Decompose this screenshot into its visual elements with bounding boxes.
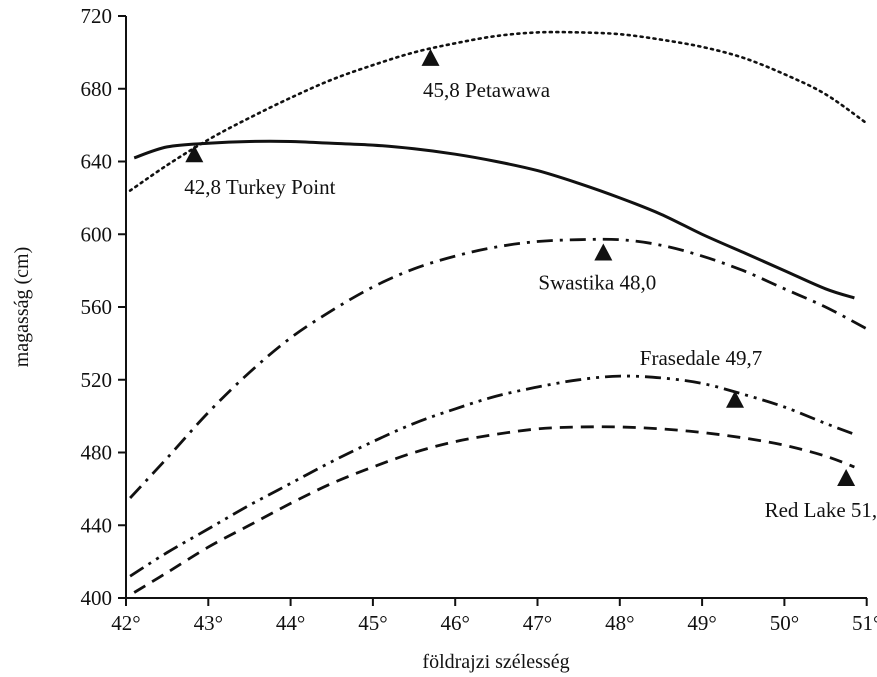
x-tick-label: 49°	[687, 611, 716, 635]
x-tick-label: 51°	[852, 611, 877, 635]
site-label: Swastika 48,0	[538, 270, 656, 294]
y-tick-label: 560	[81, 295, 113, 319]
y-tick-label: 520	[81, 368, 113, 392]
marker-layer	[185, 48, 856, 486]
series-line-dash-dot	[129, 237, 868, 499]
triangle-marker	[726, 390, 745, 408]
series-line-dashed	[133, 425, 855, 594]
x-tick-label: 44°	[276, 611, 305, 635]
site-label: 45,8 Petawawa	[423, 78, 551, 102]
x-tick-label: 46°	[440, 611, 469, 635]
site-label: Frasedale 49,7	[640, 346, 762, 370]
x-tick-label: 42°	[111, 611, 140, 635]
series-line-solid	[133, 139, 855, 300]
y-tick-label: 440	[81, 513, 113, 537]
triangle-marker	[185, 145, 204, 163]
series-line-dotted	[128, 30, 868, 192]
series-layer	[128, 30, 868, 594]
y-tick-label: 640	[81, 150, 113, 174]
triangle-marker	[594, 243, 613, 261]
y-tick-label: 400	[81, 586, 113, 610]
y-axis-title: magasság (cm)	[11, 247, 33, 368]
y-tick-label: 680	[81, 77, 113, 101]
x-tick-label: 48°	[605, 611, 634, 635]
x-ticks: 42° 43° 44° 45° 46° 47° 48° 49° 50° 51°	[111, 598, 877, 635]
triangle-marker	[421, 48, 440, 66]
site-label: 42,8 Turkey Point	[184, 175, 335, 199]
series-line-dash-dot-dot	[129, 374, 855, 578]
plot-area: 400 440 480 520 560 600 640 680 720 42° 43° 44° 45°…	[81, 4, 877, 635]
x-tick-label: 43°	[194, 611, 223, 635]
site-label: Red Lake 51,0	[765, 498, 877, 522]
y-tick-label: 600	[81, 222, 113, 246]
x-tick-label: 45°	[358, 611, 387, 635]
y-ticks: 400 440 480 520 560 600 640 680 720	[81, 4, 126, 610]
x-tick-label: 47°	[523, 611, 552, 635]
y-tick-label: 720	[81, 4, 113, 28]
annotation-layer: 45,8 Petawawa 42,8 Turkey Point Swastika 4…	[184, 78, 877, 522]
x-axis-title: földrajzi szélesség	[422, 651, 569, 673]
x-tick-label: 50°	[770, 611, 799, 635]
y-tick-label: 480	[81, 441, 113, 465]
triangle-marker	[837, 468, 856, 486]
